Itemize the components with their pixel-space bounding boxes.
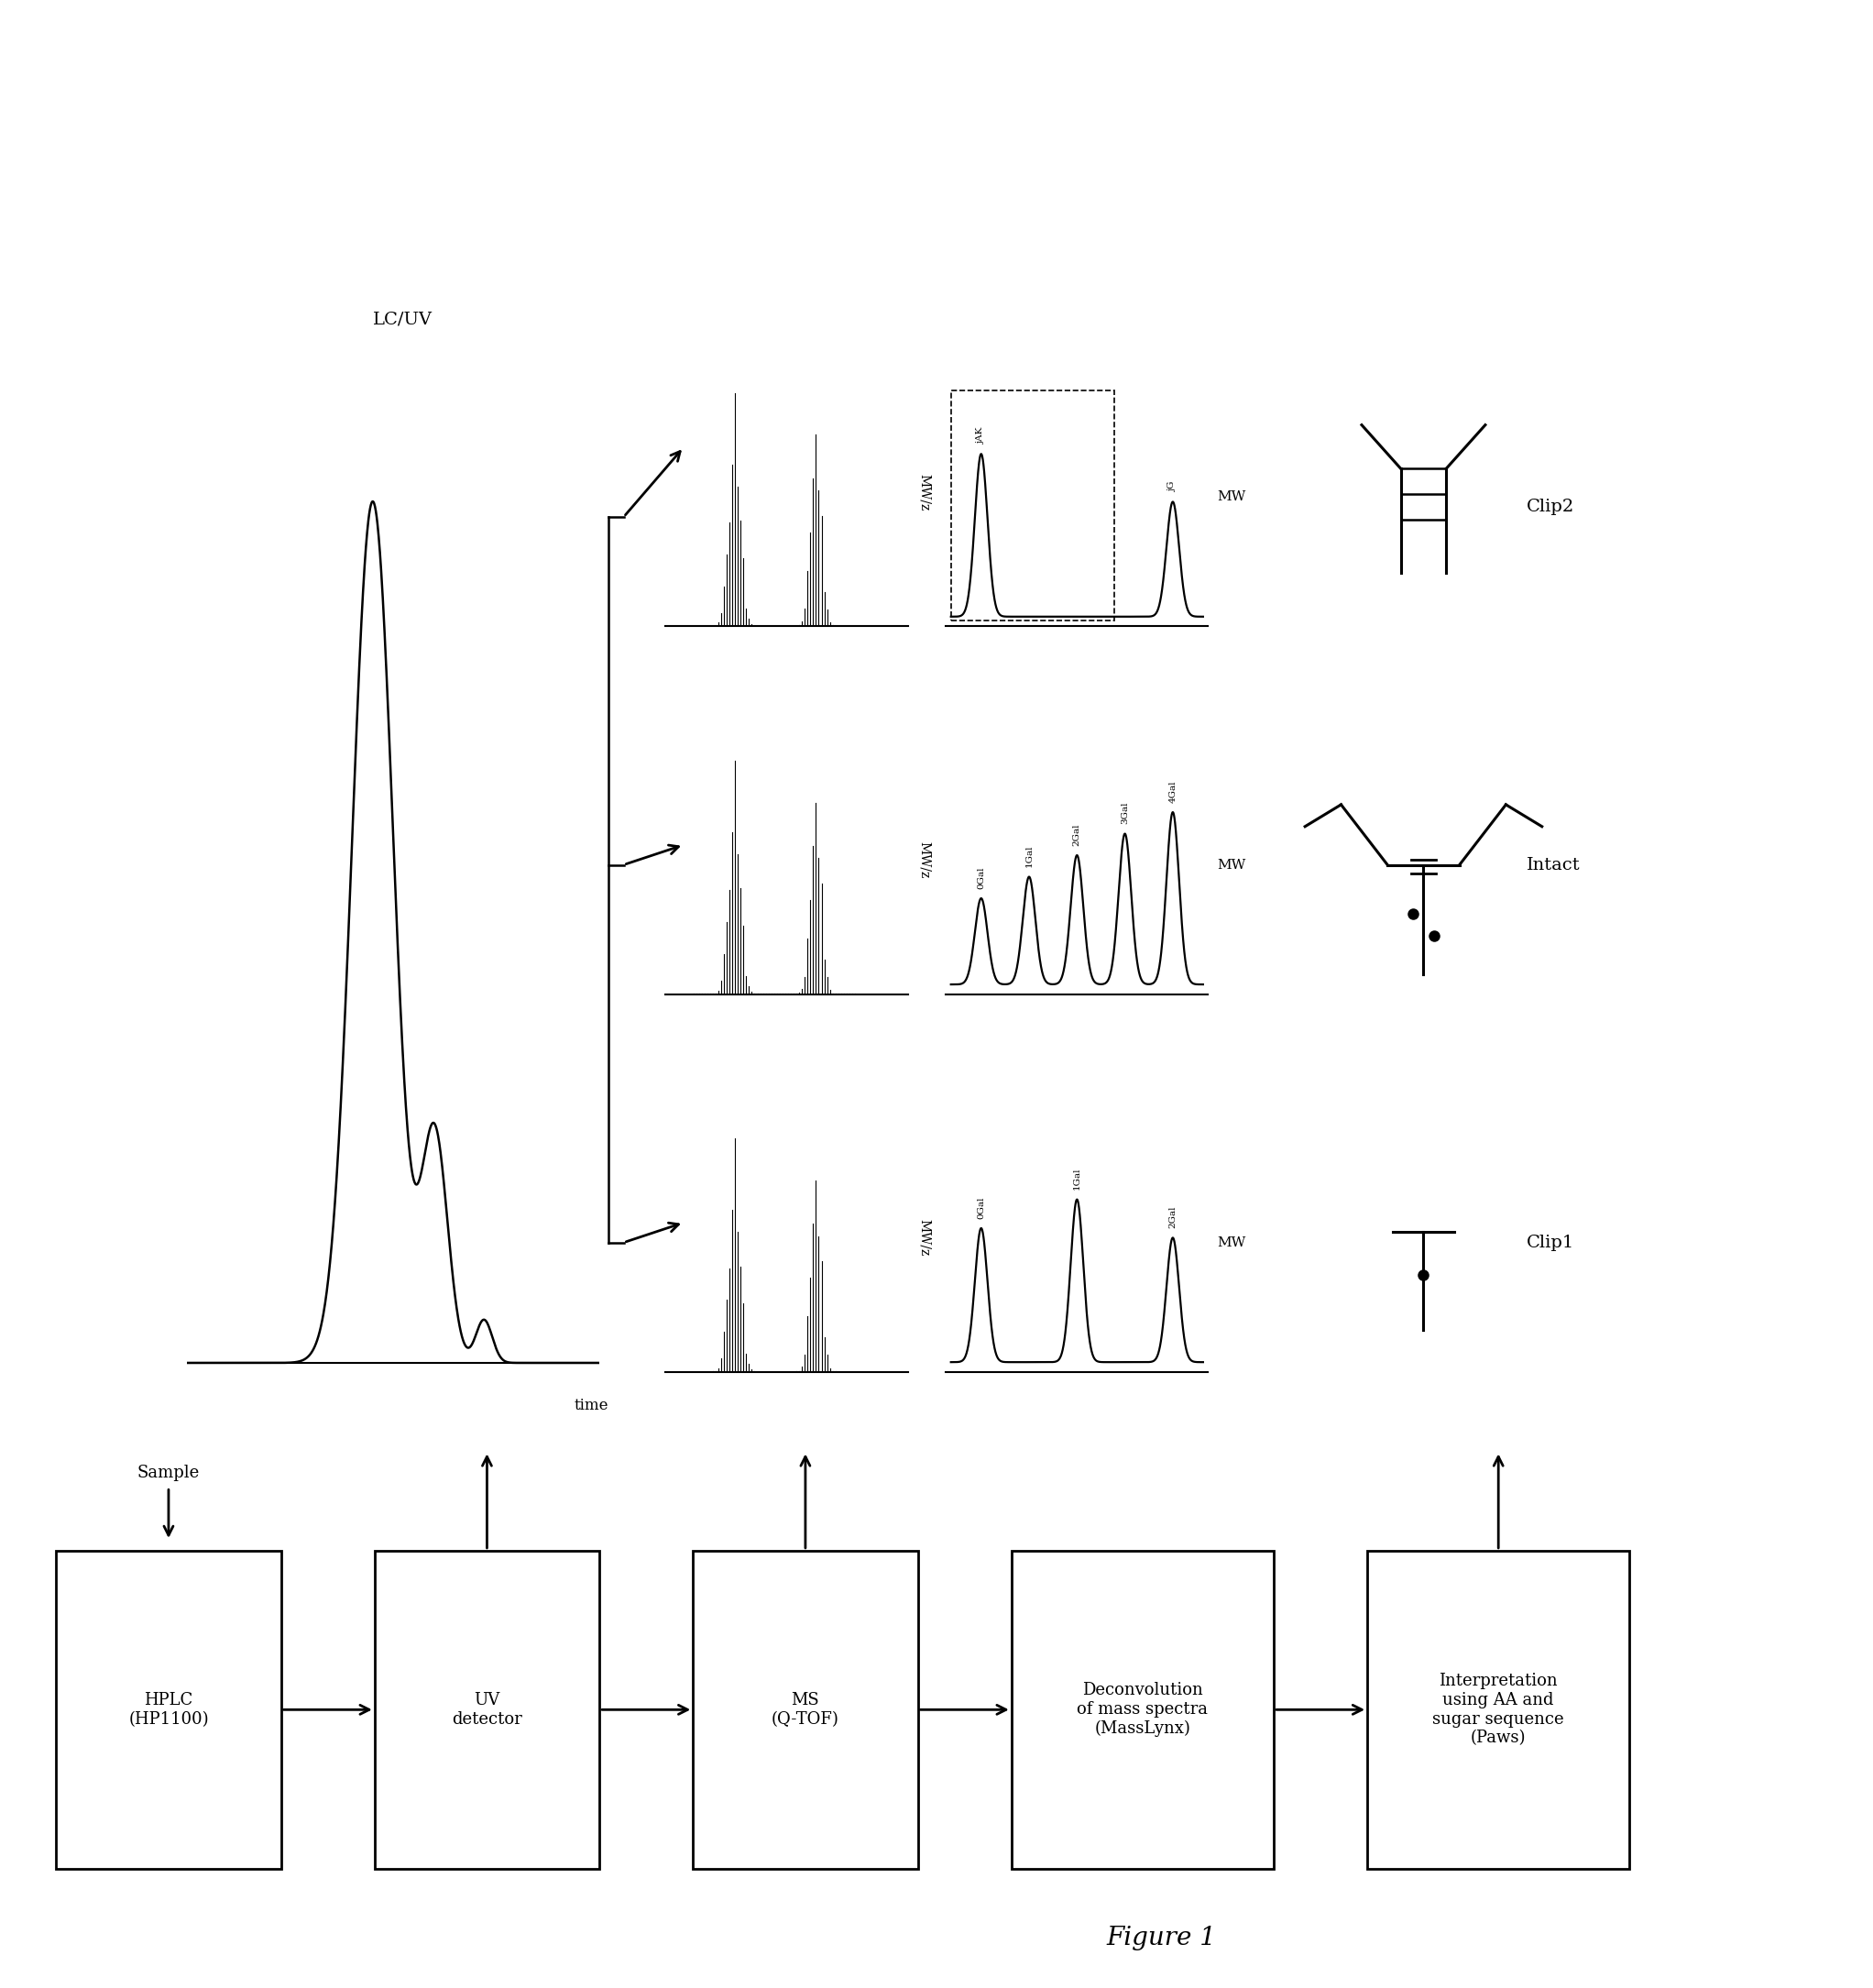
Text: Clip2: Clip2 — [1526, 499, 1575, 515]
Text: Deconvolution
of mass spectra
(MassLynx): Deconvolution of mass spectra (MassLynx) — [1077, 1682, 1208, 1738]
Text: MW: MW — [1217, 491, 1246, 503]
Text: time: time — [575, 1398, 609, 1413]
Bar — [1011, 1551, 1274, 1869]
Text: MW: MW — [1217, 859, 1246, 871]
Text: MW: MW — [1217, 1237, 1246, 1248]
Bar — [56, 1551, 281, 1869]
Bar — [693, 1551, 918, 1869]
Text: MW/z: MW/z — [918, 1219, 931, 1256]
Text: HPLC
(HP1100): HPLC (HP1100) — [129, 1692, 208, 1728]
Text: MW/z: MW/z — [918, 473, 931, 511]
Bar — [375, 1551, 599, 1869]
Text: MS
(Q-TOF): MS (Q-TOF) — [772, 1692, 839, 1728]
Text: Figure 1: Figure 1 — [1107, 1926, 1216, 1950]
Text: UV
detector: UV detector — [451, 1692, 523, 1728]
Text: MW/z: MW/z — [918, 841, 931, 879]
Text: Sample: Sample — [137, 1465, 200, 1481]
Text: LC/UV: LC/UV — [373, 312, 433, 328]
Text: Intact: Intact — [1526, 857, 1581, 873]
Text: Interpretation
using AA and
sugar sequence
(Paws): Interpretation using AA and sugar sequen… — [1433, 1672, 1564, 1747]
Bar — [1367, 1551, 1630, 1869]
Text: Clip1: Clip1 — [1526, 1235, 1575, 1250]
